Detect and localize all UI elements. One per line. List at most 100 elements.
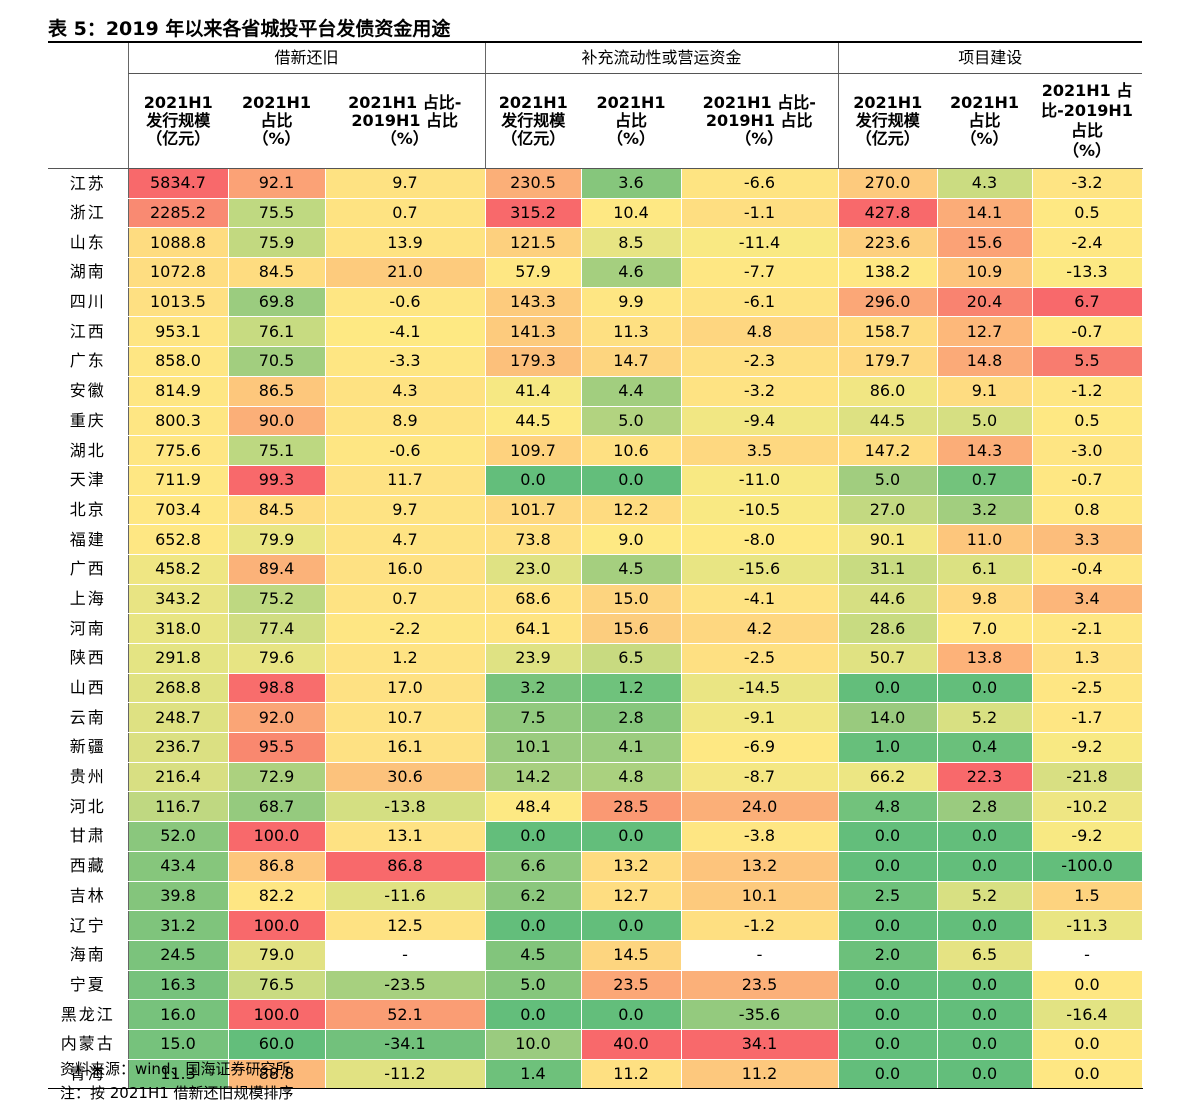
province-name: 山东 (69, 232, 106, 252)
table-cell: 6.2 (484, 880, 582, 912)
table-cell: 75.5 (227, 197, 326, 229)
table-row: 湖北 775.6 75.1 -0.6 109.7 10.6 3.5 147.2 14.3 -3.0 (48, 435, 1143, 466)
column-header-line: 2021H1 (241, 93, 312, 112)
table-row: 山东 1088.8 75.9 13.9 121.5 8.5 -11.4 223.6 15.6 -2… (48, 227, 1143, 259)
table-cell: 0.0 (837, 821, 938, 852)
table-cell: -8.7 (680, 761, 839, 793)
column-header-line: 占比 (968, 111, 1001, 130)
table-row: 湖南 1072.8 84.5 21.0 57.9 4.6 -7.7 138.2 10.9 -13.… (48, 257, 1143, 288)
table-cell: 3.5 (680, 435, 839, 466)
table-cell: 16.0 (127, 999, 229, 1030)
table-cell: 0.0 (837, 999, 938, 1030)
province-name: 湖北 (69, 440, 106, 460)
table-cell: 11.7 (324, 464, 486, 496)
table-row: 广西 458.2 89.4 16.0 23.0 4.5 -15.6 31.1 6.1 -0.4 (48, 553, 1143, 585)
table-cell: 31.2 (127, 910, 229, 941)
table-cell: 138.2 (837, 257, 938, 288)
province-name: 吉林 (69, 885, 106, 905)
table-cell: -35.6 (680, 999, 839, 1030)
province-name: 福建 (69, 529, 106, 549)
table-cell: 6.5 (580, 643, 682, 674)
table-cell: 8.9 (324, 405, 486, 437)
table-cell: 11.3 (127, 1058, 229, 1090)
table-cell: 90.0 (227, 405, 326, 437)
table-row: 青海 11.3 88.8 -11.2 1.4 11.2 11.2 0.0 0.0 0.0 (48, 1058, 1143, 1090)
table-cell: - (680, 939, 839, 971)
column-header-line: （%） (606, 129, 656, 148)
table-row: 陕西 291.8 79.6 1.2 23.9 6.5 -2.5 50.7 13.8 1.3 (48, 643, 1143, 674)
table-cell: 0.0 (936, 1028, 1033, 1060)
table-cell: 12.7 (936, 316, 1033, 348)
table-row: 重庆 800.3 90.0 8.9 44.5 5.0 -9.4 44.5 5.0 0.5 (48, 405, 1143, 437)
table-cell: 1.5 (1031, 880, 1143, 912)
table-cell: 0.0 (936, 999, 1033, 1030)
table-cell: 4.5 (580, 553, 682, 585)
table-cell: -3.0 (1031, 435, 1143, 466)
table-cell: 15.0 (127, 1028, 229, 1060)
table-cell: 0.0 (837, 1028, 938, 1060)
table-row: 内蒙古 15.0 60.0 -34.1 10.0 40.0 34.1 0.0 0.0 0.0 (48, 1028, 1143, 1060)
table-cell: 21.0 (324, 257, 486, 288)
table-cell: 40.0 (580, 1028, 682, 1060)
table-cell: 10.9 (936, 257, 1033, 288)
table-cell: 95.5 (227, 732, 326, 763)
table-row: 浙江 2285.2 75.5 0.7 315.2 10.4 -1.1 427.8 14.1 0.5 (48, 197, 1143, 229)
table-cell: 27.0 (837, 494, 938, 526)
table-cell: -8.0 (680, 524, 839, 555)
table-cell: 800.3 (127, 405, 229, 437)
table-cell: 814.9 (127, 375, 229, 407)
table-cell: 99.3 (227, 464, 326, 496)
table-cell: 75.9 (227, 227, 326, 259)
table-cell: 5834.7 (127, 168, 229, 199)
table-cell: -21.8 (1031, 761, 1143, 793)
table-cell: 5.0 (936, 405, 1033, 437)
table-cell: 101.7 (484, 494, 582, 526)
table-cell: -0.7 (1031, 316, 1143, 348)
table-cell: 16.1 (324, 732, 486, 763)
table-cell: 7.0 (936, 613, 1033, 644)
province-name: 四川 (69, 292, 106, 312)
table-cell: 92.0 (227, 702, 326, 734)
table-cell: 98.8 (227, 672, 326, 704)
table-cell: 4.7 (324, 524, 486, 555)
table-cell: -2.4 (1031, 227, 1143, 259)
table-cell: 17.0 (324, 672, 486, 704)
table-cell: 52.1 (324, 999, 486, 1030)
table-cell: 427.8 (837, 197, 938, 229)
table-cell: 23.5 (580, 969, 682, 1001)
table-row: 贵州 216.4 72.9 30.6 14.2 4.8 -8.7 66.2 22.3 -21.8 (48, 761, 1143, 793)
table-cell: 0.0 (484, 999, 582, 1030)
column-header: 2021H1 占比-2019H1 占比 （%） (1032, 73, 1143, 169)
table-cell: 69.8 (227, 286, 326, 318)
table-cell: 0.0 (580, 464, 682, 496)
table-cell: 6.6 (484, 850, 582, 882)
province-name: 内蒙古 (60, 1034, 115, 1054)
province-name: 上海 (69, 588, 106, 608)
column-header-line: （%） (735, 129, 784, 148)
table-cell: 14.5 (580, 939, 682, 971)
table-cell: 4.3 (324, 375, 486, 407)
table-cell: 22.3 (936, 761, 1033, 793)
column-header: 2021H1 占比 （%） (937, 73, 1032, 169)
table-cell: -0.6 (324, 286, 486, 318)
table-cell: 10.1 (680, 880, 839, 912)
column-header-line: （%） (380, 129, 429, 148)
table-cell: 1072.8 (127, 257, 229, 288)
table-cell: 10.7 (324, 702, 486, 734)
table-cell: -0.4 (1031, 553, 1143, 585)
table-cell: 0.0 (936, 672, 1033, 704)
table-cell: 60.0 (227, 1028, 326, 1060)
table-cell: -1.1 (680, 197, 839, 229)
group-header-project: 项目建设 (837, 41, 1143, 74)
table-cell: 86.8 (227, 850, 326, 882)
table-cell: 90.1 (837, 524, 938, 555)
group-header-working-capital: 补充流动性或营运资金 (484, 41, 838, 74)
table-row: 山西 268.8 98.8 17.0 3.2 1.2 -14.5 0.0 0.0 -2.5 (48, 672, 1143, 704)
column-header-line: 2019H1 占比 (705, 111, 813, 130)
table-cell: 10.4 (580, 197, 682, 229)
table-cell: 0.0 (936, 1058, 1033, 1090)
table-cell: 50.7 (837, 643, 938, 674)
column-header-line: 2021H1 (853, 93, 923, 112)
province-name: 江西 (69, 321, 106, 341)
table-row: 河南 318.0 77.4 -2.2 64.1 15.6 4.2 28.6 7.0 -2.1 (48, 613, 1143, 644)
